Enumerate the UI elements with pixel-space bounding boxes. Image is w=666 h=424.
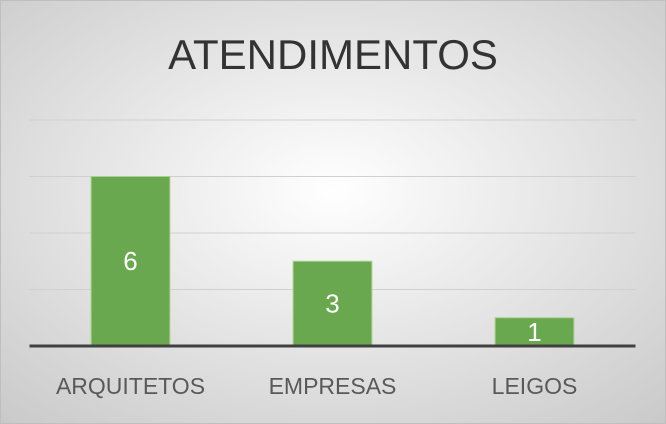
data-label: 3 [325, 289, 339, 319]
data-label: 1 [527, 317, 541, 347]
x-tick-label: LEIGOS [492, 373, 578, 399]
bar [494, 317, 575, 347]
bar [292, 260, 373, 347]
chart-title: ATENDIMENTOS [168, 31, 498, 78]
data-label: 6 [123, 246, 137, 276]
x-tick-label: ARQUITETOS [56, 373, 205, 399]
x-tick-label: EMPRESAS [269, 373, 397, 399]
